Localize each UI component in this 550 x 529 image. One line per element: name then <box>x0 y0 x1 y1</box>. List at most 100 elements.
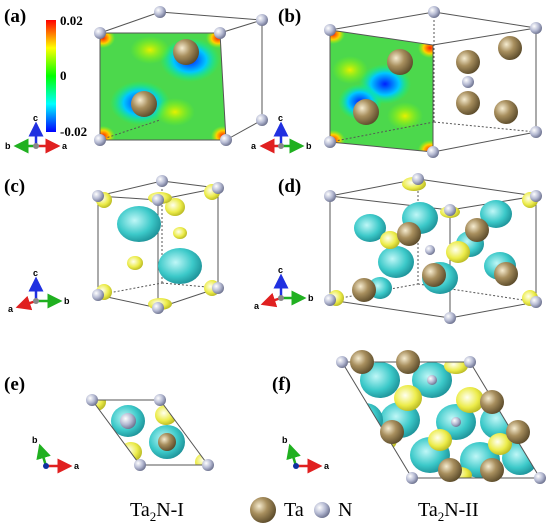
n-atom <box>94 27 106 39</box>
axis-c-label: c <box>33 268 38 278</box>
panel-f-label: (f) <box>272 374 291 395</box>
n-atom <box>152 194 164 206</box>
n-atom <box>412 173 424 185</box>
n-atom <box>92 289 104 301</box>
cell-edge <box>433 11 537 29</box>
axis-b-label: b <box>282 435 288 445</box>
cell-edge <box>159 11 263 21</box>
axis-a-label: a <box>251 141 257 151</box>
n-atom <box>94 134 106 146</box>
ta-atom <box>173 39 199 65</box>
axis-b-label: b <box>308 293 314 303</box>
axis-b-label: b <box>306 141 312 151</box>
ta-atom <box>506 420 530 444</box>
n-atom <box>92 190 104 202</box>
n-atom <box>212 282 224 294</box>
colorbar-max: 0.02 <box>60 13 83 28</box>
n-atom <box>202 459 214 471</box>
n-atom <box>451 417 461 427</box>
ta-atom <box>158 433 176 451</box>
legend-phase-1: Ta2N-I <box>130 499 184 524</box>
n-atom <box>214 27 226 39</box>
axis-a-label: a <box>62 141 68 151</box>
n-atom <box>120 413 136 429</box>
n-atom <box>154 6 166 18</box>
axes-indicator-f: b a <box>282 435 330 474</box>
n-atom <box>86 394 98 406</box>
n-atom <box>534 472 546 484</box>
colorbar-mid: 0 <box>60 68 67 83</box>
cell-edge <box>219 19 263 34</box>
charge-gain-lobe <box>117 206 161 242</box>
n-atom <box>530 22 542 34</box>
n-atom <box>336 356 348 368</box>
ta-atom <box>422 263 446 287</box>
axes-indicator-d: c a b <box>254 265 314 311</box>
cell-edge <box>432 131 537 153</box>
n-atom <box>220 134 232 146</box>
n-atom <box>464 356 476 368</box>
axes-indicator-e: b a <box>32 435 80 474</box>
ta-atom <box>494 100 518 124</box>
ta-atom <box>353 99 379 125</box>
n-atom <box>530 190 542 202</box>
cell-edge <box>329 121 435 143</box>
panel-b: (b) <box>251 6 542 158</box>
n-atom <box>324 136 336 148</box>
charge-slice-a <box>100 33 226 140</box>
axis-b-label: b <box>64 296 70 306</box>
panel-d: (d) <box>254 173 542 324</box>
charge-gain-lobe <box>158 248 202 284</box>
cell-edge <box>433 121 537 133</box>
n-atom <box>256 14 268 26</box>
panel-b-label: (b) <box>278 6 301 27</box>
axis-a-label: a <box>324 461 330 471</box>
colorbar-scale <box>46 20 56 132</box>
ta-atom <box>352 278 376 302</box>
cell-edge <box>99 119 161 141</box>
legend-n-label: N <box>338 499 352 521</box>
cell-edge <box>432 27 537 46</box>
colorbar-min: -0.02 <box>60 124 87 139</box>
axis-a-label: a <box>8 304 14 314</box>
panel-c: (c) c <box>4 175 224 314</box>
charge-loss-lobe <box>127 256 143 270</box>
axes-indicator-a: c a b <box>5 113 68 154</box>
axes-indicator-b: c a b <box>251 113 312 154</box>
n-atom <box>212 182 224 194</box>
ta-atom <box>396 350 420 374</box>
n-atom <box>134 459 146 471</box>
axis-c-label: c <box>278 113 283 123</box>
n-atom <box>256 114 268 126</box>
ta-atom <box>397 222 421 246</box>
charge-loss-lobe <box>165 198 185 216</box>
ta-atom <box>131 91 157 117</box>
n-atom <box>154 394 166 406</box>
n-atom <box>425 245 435 255</box>
panel-d-label: (d) <box>278 176 301 197</box>
axis-a-label: a <box>74 461 80 471</box>
ta-atom <box>380 420 404 444</box>
n-atom <box>444 204 456 216</box>
n-atom <box>152 302 164 314</box>
ta-atom <box>456 50 480 74</box>
colorbar: 0.02 0 -0.02 <box>46 13 87 139</box>
charge-loss-lobe <box>173 227 187 239</box>
ta-atom <box>480 458 504 482</box>
panel-c-label: (c) <box>4 176 25 197</box>
axis-c-label: c <box>33 113 38 123</box>
axes-indicator-c: c a b <box>8 268 70 314</box>
panel-e: (e) b a <box>4 374 214 474</box>
ta-atom <box>480 390 504 414</box>
legend-phase-2: Ta2N-II <box>418 499 479 524</box>
axis-a-label: a <box>254 301 260 311</box>
cell-edge <box>329 11 435 31</box>
legend-n-swatch <box>314 502 330 518</box>
panel-f: (f) <box>272 350 546 484</box>
charge-slice-b <box>330 30 433 152</box>
cell-edge <box>99 11 161 34</box>
ta-atom <box>498 36 522 60</box>
ta-atom <box>387 49 413 75</box>
n-atom <box>324 190 336 202</box>
